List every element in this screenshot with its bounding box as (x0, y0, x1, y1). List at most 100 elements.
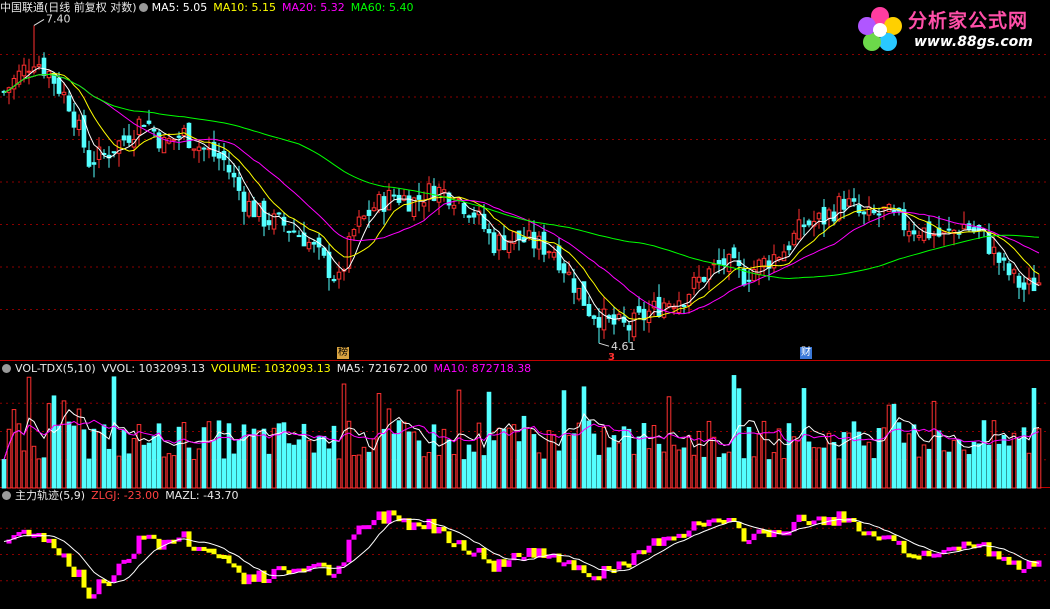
gear-icon[interactable] (2, 364, 11, 373)
zlgj-block (311, 563, 317, 568)
zlgj-block (261, 570, 267, 584)
candle-body (326, 251, 332, 278)
volume-bar (711, 436, 717, 489)
zlgj-block (771, 530, 777, 538)
candle-body (1021, 282, 1027, 290)
volume-bar (236, 438, 242, 489)
volume-bar (306, 440, 312, 489)
volume-bar (31, 445, 37, 489)
zlgj-block (681, 533, 687, 538)
candle-body (731, 247, 737, 259)
zlgj-block (551, 553, 557, 558)
volume-bar (256, 430, 262, 489)
volume-bar (121, 429, 127, 489)
zlgj-block (271, 568, 277, 579)
volume-bar (881, 427, 887, 489)
zlgj-block (46, 538, 52, 543)
zlgj-block (316, 562, 322, 567)
volume-bar (26, 376, 32, 489)
volume-bar (431, 424, 437, 489)
volume-bar (531, 434, 537, 489)
volume-bar (776, 428, 782, 489)
candle-body (251, 200, 257, 218)
zlgj-title: 主力轨迹(5,9) (15, 489, 86, 502)
candle-body (891, 210, 897, 213)
volume-bar (21, 450, 27, 489)
candle-body (76, 119, 82, 130)
zlgj-block (951, 546, 957, 551)
zlgj-block (656, 538, 662, 546)
candle-body (41, 57, 47, 76)
candle-body (321, 247, 327, 256)
zlgj-block (386, 510, 392, 524)
volume-bar (996, 443, 1002, 489)
zlgj-block (61, 553, 67, 558)
candle-body (141, 124, 147, 127)
zlgj-block (616, 561, 622, 570)
badge-cai[interactable]: 财 (800, 347, 812, 359)
volume-bar (86, 458, 92, 489)
volume-bar (586, 420, 592, 489)
zlgj-block (706, 519, 712, 527)
zlgj-block (561, 562, 567, 567)
volume-bar (841, 432, 847, 489)
volume-bar (796, 439, 802, 489)
candle-body (126, 135, 132, 143)
volume-bar (206, 421, 212, 489)
badge-bang[interactable]: 榜 (337, 347, 349, 359)
gear-icon[interactable] (138, 3, 148, 12)
mazl-label: MAZL: -43.70 (165, 489, 239, 502)
volume-bar (191, 458, 197, 489)
zlgj-block (121, 559, 127, 564)
zlgj-block (541, 548, 547, 558)
zlgj-block (336, 565, 342, 574)
zlgj-block (416, 522, 422, 527)
candle-body (491, 232, 497, 254)
volume-bar (631, 453, 637, 489)
zlgj-block (321, 562, 327, 567)
volume-bar (316, 435, 322, 489)
volume-bar (411, 431, 417, 489)
volume-bar (821, 447, 827, 489)
vol-ma10-line (3, 419, 1040, 460)
candle-body (111, 151, 117, 154)
zlgj-block (71, 566, 77, 577)
zlgj-block (151, 534, 157, 539)
volume-bar (106, 448, 112, 489)
volume-bar (671, 444, 677, 489)
zlgj-block (86, 587, 92, 599)
volume-bar (1006, 445, 1012, 489)
candle-body (501, 235, 507, 251)
zlgj-block (496, 559, 502, 572)
volume-bar (506, 427, 512, 489)
candle-body (571, 278, 577, 293)
candle-body (696, 276, 702, 283)
zlgj-block (371, 520, 377, 526)
volume-bar (646, 448, 652, 489)
volume-bar (801, 388, 807, 489)
candle-body (271, 213, 277, 230)
price-title: 中国联通(日线 前复权 对数) (0, 1, 137, 14)
zlgj-block (766, 529, 772, 538)
candle-body (781, 251, 787, 262)
volume-bar (876, 428, 882, 489)
zlgj-block (1011, 560, 1017, 565)
zlgj-block (306, 565, 312, 572)
volume-bar (926, 448, 932, 489)
candle-body (201, 147, 207, 150)
candle-body (461, 202, 467, 215)
zlgj-block (211, 548, 217, 555)
candle-body (746, 279, 752, 282)
volume-bar (911, 424, 917, 489)
candle-body (96, 146, 102, 160)
volume-bar (111, 376, 117, 489)
zlgj-block (611, 569, 617, 574)
candle-body (801, 224, 807, 228)
gear-icon[interactable] (2, 491, 11, 500)
volume-bar (1026, 452, 1032, 489)
zlgj-block (376, 511, 382, 521)
volume-bar (311, 452, 317, 489)
volume-bar (621, 426, 627, 489)
candle-body (356, 216, 362, 227)
volume-bar (201, 427, 207, 489)
